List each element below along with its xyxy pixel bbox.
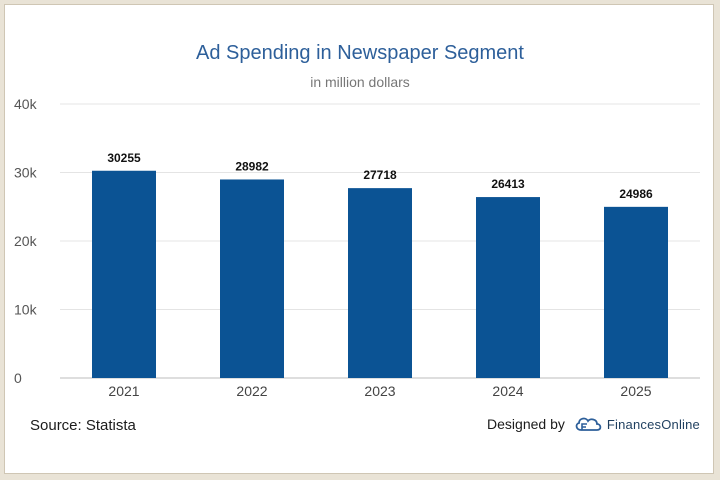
- designed-by: Designed by FinancesOnline: [487, 415, 700, 433]
- source-note: Source: Statista: [30, 417, 136, 434]
- x-tick-label: 2025: [620, 383, 651, 399]
- brand-name: FinancesOnline: [606, 416, 700, 432]
- cloud-logo-icon: [575, 417, 602, 431]
- x-tick-label: 2021: [108, 383, 139, 399]
- data-label: 26413: [491, 177, 525, 191]
- bar: [220, 179, 284, 378]
- y-tick-label: 30k: [14, 165, 38, 181]
- x-tick-label: 2024: [492, 383, 523, 399]
- data-label: 24986: [619, 187, 653, 201]
- bar: [348, 188, 412, 378]
- x-tick-label: 2022: [236, 383, 267, 399]
- designed-by-label: Designed by: [487, 416, 565, 432]
- chart-title: Ad Spending in Newspaper Segment: [196, 42, 524, 64]
- y-tick-label: 10k: [14, 302, 38, 318]
- chart-subtitle: in million dollars: [310, 74, 410, 90]
- bar: [604, 206, 668, 378]
- y-tick-label: 40k: [14, 96, 38, 112]
- data-label: 28982: [235, 159, 269, 173]
- y-tick-label: 20k: [14, 233, 38, 249]
- data-label: 27718: [363, 168, 397, 182]
- bar: [476, 197, 540, 378]
- x-tick-label: 2023: [364, 383, 395, 399]
- bar: [92, 170, 156, 378]
- y-tick-label: 0: [14, 370, 22, 386]
- financesonline-logo: FinancesOnline: [573, 415, 700, 433]
- data-label: 30255: [107, 151, 141, 165]
